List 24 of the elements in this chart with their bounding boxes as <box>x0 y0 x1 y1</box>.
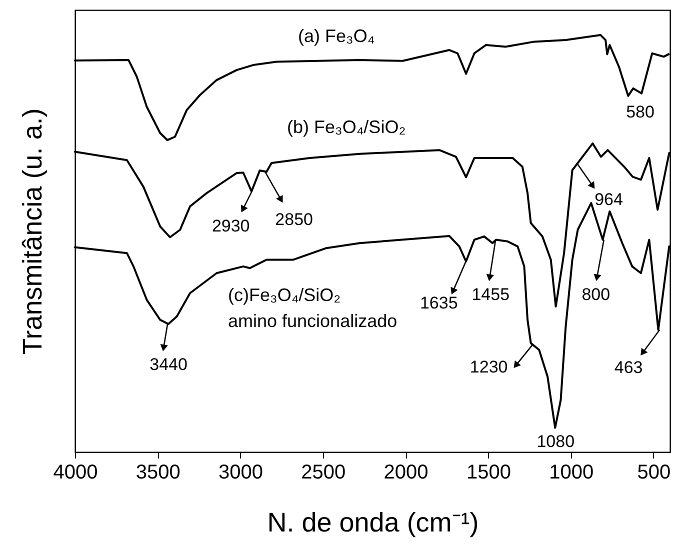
annotation: 964 <box>594 190 623 210</box>
x-axis-title: N. de onda (cm⁻¹) <box>267 508 479 538</box>
x-tick-label: 3500 <box>136 462 180 484</box>
annotation: 1080 <box>536 432 575 451</box>
x-tick-label: 3000 <box>218 462 264 484</box>
series-label: (a) Fe₃O₄ <box>298 26 375 46</box>
x-tick-label: 1500 <box>466 462 511 484</box>
annotation: 1635 <box>420 293 458 312</box>
series-label: (b) Fe₃O₄/SiO₂ <box>287 117 406 137</box>
x-tick-label: 4000 <box>53 462 98 484</box>
annotation: 580 <box>626 102 654 122</box>
x-tick-label: 2000 <box>384 462 428 484</box>
annotation: 3440 <box>150 354 188 374</box>
annotation: 1455 <box>472 284 510 304</box>
annotation: 2850 <box>275 210 313 229</box>
annotation: 1230 <box>470 357 508 376</box>
x-tick-label: 1000 <box>549 462 594 484</box>
annotation: 463 <box>614 358 643 377</box>
x-tick-label: 2500 <box>301 462 346 484</box>
y-axis-title: Transmitância (u. a.) <box>18 108 48 355</box>
series-label: (c)Fe₃O₄/SiO₂ amino funcionalizado <box>228 285 398 331</box>
annotation: 800 <box>582 284 610 304</box>
x-tick-label: 500 <box>637 462 671 484</box>
annotation: 2930 <box>212 216 250 236</box>
